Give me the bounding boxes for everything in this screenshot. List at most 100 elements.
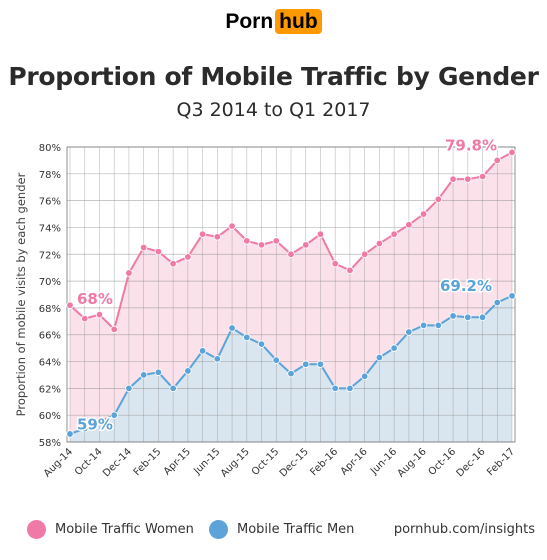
x-tick-label: Aug-15 [219,446,252,479]
men-point [375,353,384,362]
women-point [66,301,74,309]
x-tick-label: Dec-14 [101,446,134,479]
brand-logo-text: Porn [225,10,274,33]
men-point [493,298,501,307]
women-point [154,247,163,256]
women-point [213,233,222,241]
men-point [139,371,148,379]
women-point [478,172,487,181]
women-point [331,259,339,268]
y-tick-label: 66% [39,331,61,342]
brand-logo: Porn hub [0,9,547,34]
men-point [169,384,177,393]
women-point [346,266,354,275]
men-point [302,360,310,368]
men-point [81,424,89,433]
women-point [125,269,133,277]
women-point [405,221,413,229]
women-point [508,148,516,157]
men-point [331,384,339,393]
x-tick-label: Feb-15 [132,446,164,478]
women-point [198,230,207,238]
women-point [434,195,443,203]
x-tick-label: Aug-14 [42,446,75,479]
legend-label-women: Mobile Traffic Women [55,522,194,537]
men-point [287,369,295,378]
x-tick-label: Oct-14 [73,446,105,478]
women-point [390,230,398,238]
women-point [302,241,310,249]
men-point [243,333,251,342]
men-point [419,321,428,330]
men-point [316,360,325,368]
men-point [184,367,192,375]
x-tick-label: Apr-16 [339,446,370,477]
y-tick-label: 76% [39,197,61,208]
men-point [508,292,516,300]
women-point [272,237,280,245]
women-point [243,237,251,245]
men-point [390,344,398,352]
x-tick-label: Jun-15 [191,446,222,477]
legend-item-women: Mobile Traffic Women [27,520,194,539]
x-tick-label: Feb-17 [485,446,517,478]
y-tick-label: 62% [39,384,61,395]
men-point [198,347,207,355]
women-point [464,175,472,183]
y-tick-label: 78% [39,170,61,181]
women-start-label: 68% [77,290,113,308]
men-point [213,355,222,363]
y-tick-label: 58% [39,438,61,449]
men-point [360,372,369,380]
x-tick-label: Feb-16 [308,446,340,478]
men-point [272,356,280,364]
women-point [169,259,177,268]
x-tick-label: Jun-16 [368,446,399,477]
men-point [449,312,457,320]
y-tick-label: 72% [39,250,61,261]
men-point [434,321,443,330]
y-tick-label: 68% [39,304,61,315]
chart-subtitle: Q3 2014 to Q1 2017 [176,99,371,121]
y-tick-label: 80% [39,143,61,154]
men-point [405,328,413,336]
women-point [257,241,266,249]
women-point [110,325,118,334]
chart-title: Proportion of Mobile Traffic by Gender [8,62,539,91]
women-point [419,210,428,218]
legend-swatch-women [27,520,46,539]
women-point [360,250,369,258]
men-point [478,313,487,321]
y-tick-label: 60% [39,411,61,422]
men-end-label: 69.2% [440,277,492,295]
brand-logo-badge: hub [275,9,322,34]
x-tick-label: Aug-16 [396,446,429,479]
x-tick-label: Apr-15 [162,446,193,477]
men-point [125,384,133,393]
men-point [154,368,163,376]
x-tick-label: Oct-15 [250,446,282,478]
men-point [346,384,354,393]
legend-item-men: Mobile Traffic Men [209,520,354,539]
women-point [493,156,501,165]
men-point [228,324,236,332]
women-point [449,175,457,183]
footer-url: pornhub.com/insights [393,522,535,537]
legend: Mobile Traffic Women Mobile Traffic Men … [0,520,547,546]
women-end-label: 79.8% [445,137,497,155]
women-point [95,310,104,319]
women-point [184,253,192,261]
y-tick-label: 74% [39,223,61,234]
men-point [257,340,266,348]
x-tick-label: Oct-16 [427,446,459,478]
women-point [287,250,295,258]
y-axis-label: Proportion of mobile visits by each gend… [14,172,28,416]
legend-label-men: Mobile Traffic Men [237,522,355,537]
men-point [95,418,104,426]
women-point [228,222,236,230]
legend-swatch-men [209,520,228,539]
men-point [110,411,118,419]
x-tick-label: Dec-16 [455,446,488,479]
men-start-label: 59% [77,416,113,434]
y-tick-label: 64% [39,358,61,369]
